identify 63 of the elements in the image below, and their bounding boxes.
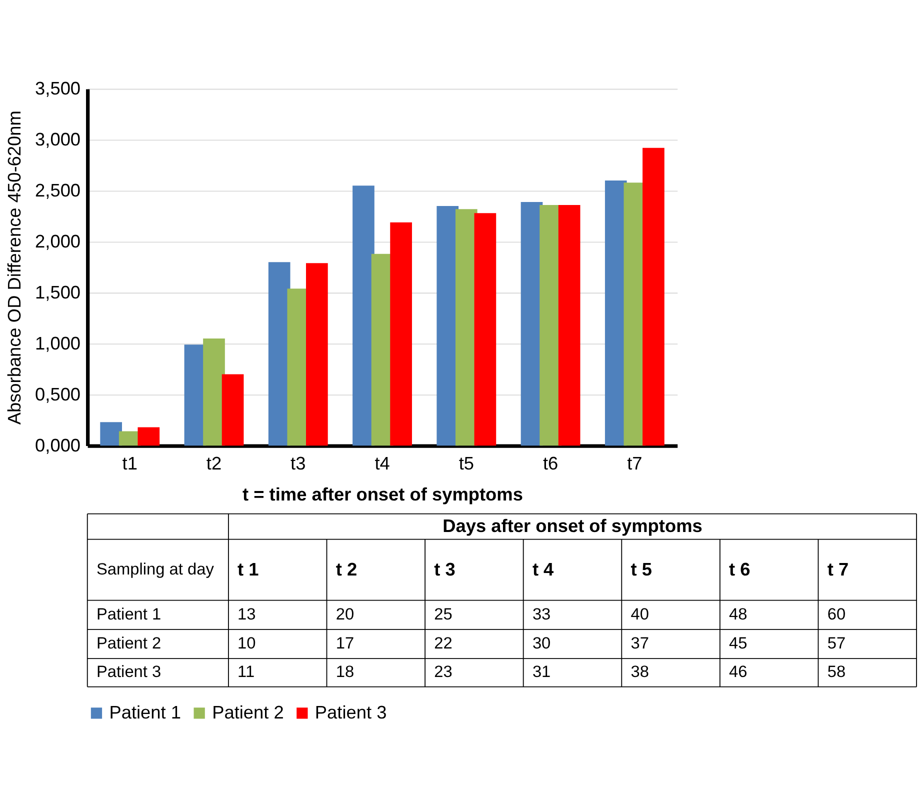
text: Patient 3 [96,663,162,682]
bar [138,427,160,446]
text: 31 [532,663,551,682]
bar [203,338,225,446]
x-axis-title: t = time after onset of symptoms [242,484,523,505]
text: 37 [630,634,649,653]
text: 17 [336,634,354,653]
text: 10 [238,634,256,653]
text: t 6 [729,559,750,580]
y-tick-label: 2,000 [35,232,81,252]
text: 38 [630,663,649,682]
legend-label: Patient 3 [314,702,387,723]
text: 46 [729,663,748,682]
x-tick-label: t2 [206,454,222,474]
text: t 7 [827,559,849,580]
legend-label: Patient 2 [212,702,284,723]
bar [558,205,580,446]
text: 30 [532,634,551,653]
text: Days after onset of symptoms [442,516,702,536]
text: t 1 [238,559,259,580]
text: 48 [729,605,748,624]
y-tick-label: 3,500 [35,78,81,99]
text: t 2 [336,559,358,580]
text: Patient 1 [96,605,162,624]
text: 20 [336,605,354,624]
text: 22 [434,634,452,653]
bar [352,186,374,446]
text: 60 [827,605,846,624]
y-tick-label: 3,000 [35,130,81,150]
x-tick-label: t7 [627,454,642,474]
x-tick-label: t6 [542,454,558,474]
x-tick-label: t3 [290,454,306,474]
y-tick-label: 2,500 [35,180,81,201]
bar [222,374,244,446]
text: Patient 2 [96,634,162,653]
text: t 4 [532,559,555,580]
text: 13 [238,605,256,624]
text: 23 [434,663,452,682]
text: 25 [434,605,452,624]
y-tick-label: 1,000 [35,334,81,354]
x-tick-label: t5 [458,454,474,474]
text: t 3 [434,559,456,580]
text: 45 [729,634,748,653]
bar [642,148,664,446]
bar [474,213,496,446]
y-tick-label: 0,000 [35,435,81,456]
text: 58 [827,663,846,682]
y-axis-title: Absorbance OD Difference 450-620nm [4,110,24,425]
text: 18 [336,663,354,682]
x-tick-label: t1 [122,454,138,474]
text: 57 [827,634,846,653]
legend-label: Patient 1 [109,702,182,723]
y-tick-label: 1,500 [35,282,81,303]
x-tick-label: t4 [374,454,390,474]
text: 11 [238,663,255,682]
text: t 5 [630,559,652,580]
bar [100,422,122,446]
bar [390,222,412,446]
text: 40 [630,605,649,624]
bar [306,263,328,446]
text: 33 [532,605,551,624]
y-tick-label: 0,500 [35,384,81,405]
text: Sampling at day [96,560,215,578]
